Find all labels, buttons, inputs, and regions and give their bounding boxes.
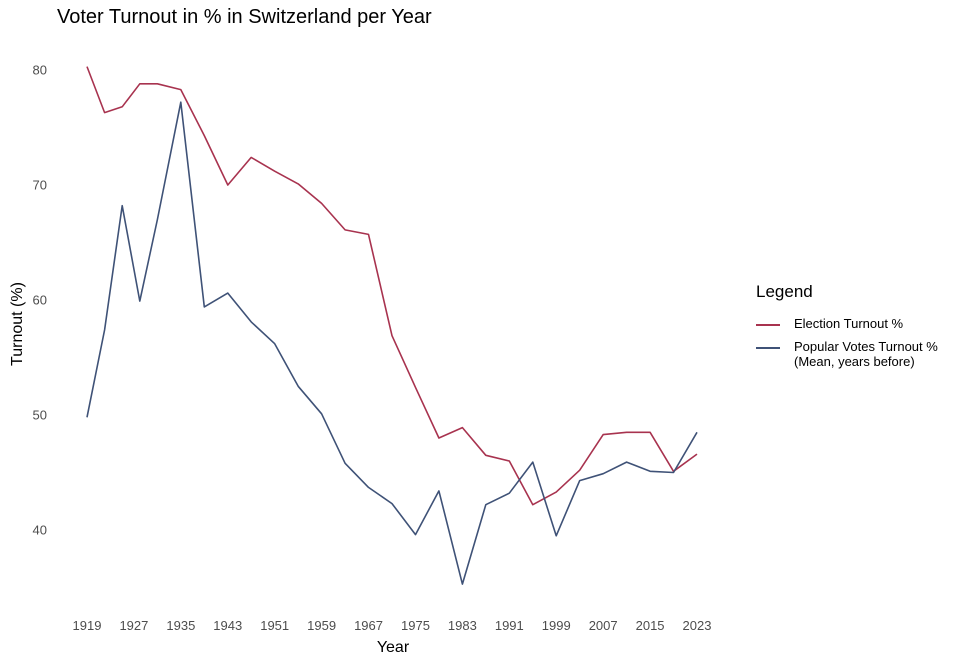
x-tick-label: 2023 (683, 618, 712, 633)
x-tick-label: 2007 (589, 618, 618, 633)
legend-title: Legend (756, 282, 813, 301)
x-tick-label: 1935 (166, 618, 195, 633)
x-axis-title: Year (377, 639, 410, 656)
legend-key-election (756, 324, 780, 326)
x-tick-label: 1951 (260, 618, 289, 633)
y-axis-ticks: 40 50 60 70 80 (33, 63, 47, 538)
series-line-election-turnout (86, 66, 698, 506)
y-tick-label: 50 (33, 408, 47, 423)
x-axis-ticks: 1919 1927 1935 1943 1951 1959 1967 1975 1983 1991… (73, 618, 712, 633)
x-tick-label: 1943 (213, 618, 242, 633)
legend-item-election: Election Turnout % (756, 316, 938, 331)
legend-key-popular-votes (756, 347, 780, 349)
y-tick-label: 60 (33, 293, 47, 308)
y-tick-label: 40 (33, 523, 47, 538)
legend-label-popular-votes: Popular Votes Turnout % (Mean, years bef… (794, 339, 938, 369)
y-axis-title: Turnout (%) (9, 282, 26, 366)
chart-title: Voter Turnout in % in Switzerland per Ye… (57, 6, 432, 28)
x-tick-label: 1959 (307, 618, 336, 633)
x-tick-label: 1919 (73, 618, 102, 633)
legend-label-election: Election Turnout % (794, 316, 904, 331)
legend-item-popular-votes: Popular Votes Turnout % (Mean, years bef… (756, 339, 938, 369)
x-tick-label: 1983 (448, 618, 477, 633)
x-tick-label: 1991 (495, 618, 524, 633)
x-tick-label: 1967 (354, 618, 383, 633)
y-tick-label: 70 (33, 178, 47, 193)
x-tick-label: 1999 (542, 618, 571, 633)
x-tick-label: 2015 (636, 618, 665, 633)
y-tick-label: 80 (33, 63, 47, 78)
x-tick-label: 1975 (401, 618, 430, 633)
legend: Legend Election Turnout % Popular Votes … (756, 282, 938, 377)
series-lines (86, 66, 698, 585)
series-line-popular-votes-turnout (86, 101, 698, 585)
x-tick-label: 1927 (119, 618, 148, 633)
